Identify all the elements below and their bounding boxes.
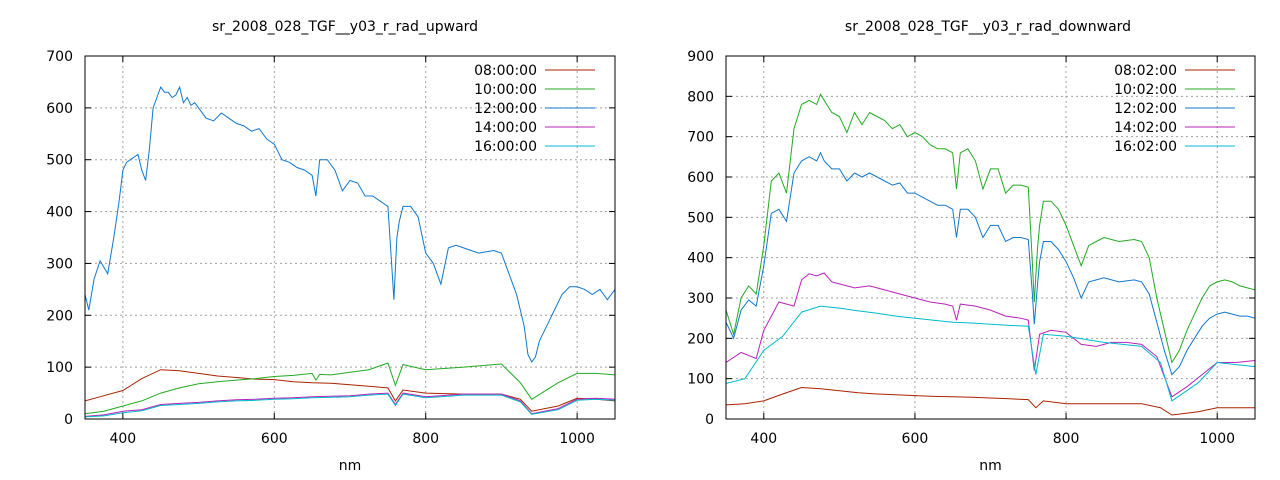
y-tick-label: 600 <box>46 101 73 117</box>
y-tick-label: 500 <box>687 210 714 226</box>
legend-label: 10:02:00 <box>1114 82 1177 98</box>
y-tick-label: 600 <box>687 170 714 186</box>
series-line-140000 <box>85 392 615 417</box>
y-tick-label: 400 <box>687 251 714 267</box>
y-tick-label: 0 <box>705 412 714 428</box>
series-line-120000 <box>85 85 615 363</box>
x-tick-label: 1000 <box>1199 431 1235 447</box>
chart-title: sr_2008_028_TGF__y03_r_rad_downward <box>845 19 1131 35</box>
legend-label: 16:00:00 <box>474 139 537 155</box>
y-tick-label: 0 <box>64 412 73 428</box>
y-tick-label: 200 <box>687 331 714 347</box>
upward-chart-panel: sr_2008_028_TGF__y03_r_rad_upward 400 600 8… <box>46 19 616 474</box>
legend-label: 12:00:00 <box>474 101 537 117</box>
series-group <box>85 85 615 418</box>
legend-label: 08:00:00 <box>474 63 537 79</box>
y-tick-label: 900 <box>687 49 714 65</box>
legend-label: 14:00:00 <box>474 120 537 136</box>
y-tick-label: 100 <box>46 360 73 376</box>
series-line-080000 <box>85 369 615 412</box>
plot-frame <box>725 55 1256 420</box>
x-tick-label: 400 <box>109 431 136 447</box>
x-tick-label: 400 <box>750 431 777 447</box>
series-line-160000 <box>85 393 615 418</box>
y-tick-label: 300 <box>687 291 714 307</box>
y-tick-label: 800 <box>687 89 714 105</box>
chart-title: sr_2008_028_TGF__y03_r_rad_upward <box>212 19 478 35</box>
legend-label: 12:02:00 <box>1114 101 1177 117</box>
x-tick-label: 800 <box>412 431 439 447</box>
y-tick-label: 500 <box>46 153 73 169</box>
series-group <box>726 93 1255 416</box>
x-axis-label: nm <box>979 458 1002 474</box>
series-line-120200 <box>726 151 1255 376</box>
y-tick-label: 200 <box>46 308 73 324</box>
y-tick-label: 700 <box>46 49 73 65</box>
series-line-100000 <box>85 362 615 415</box>
x-axis-label: nm <box>339 458 362 474</box>
downward-chart-panel: sr_2008_028_TGF__y03_r_rad_downward 400 60… <box>687 19 1256 474</box>
y-tick-label: 400 <box>46 205 73 221</box>
legend-label: 10:00:00 <box>474 82 537 98</box>
y-tick-label: 700 <box>687 130 714 146</box>
series-line-080200 <box>726 386 1255 416</box>
series-line-100200 <box>726 93 1255 364</box>
plot-frame <box>84 55 616 420</box>
y-tick-label: 100 <box>687 372 714 388</box>
series-line-140200 <box>726 272 1255 398</box>
legend-label: 08:02:00 <box>1114 63 1177 79</box>
x-tick-label: 600 <box>261 431 288 447</box>
y-tick-label: 300 <box>46 256 73 272</box>
legend-label: 16:02:00 <box>1114 139 1177 155</box>
series-line-160200 <box>726 305 1255 402</box>
x-tick-label: 800 <box>1053 431 1080 447</box>
legend-label: 14:02:00 <box>1114 120 1177 136</box>
x-tick-label: 1000 <box>559 431 595 447</box>
x-tick-label: 600 <box>902 431 929 447</box>
